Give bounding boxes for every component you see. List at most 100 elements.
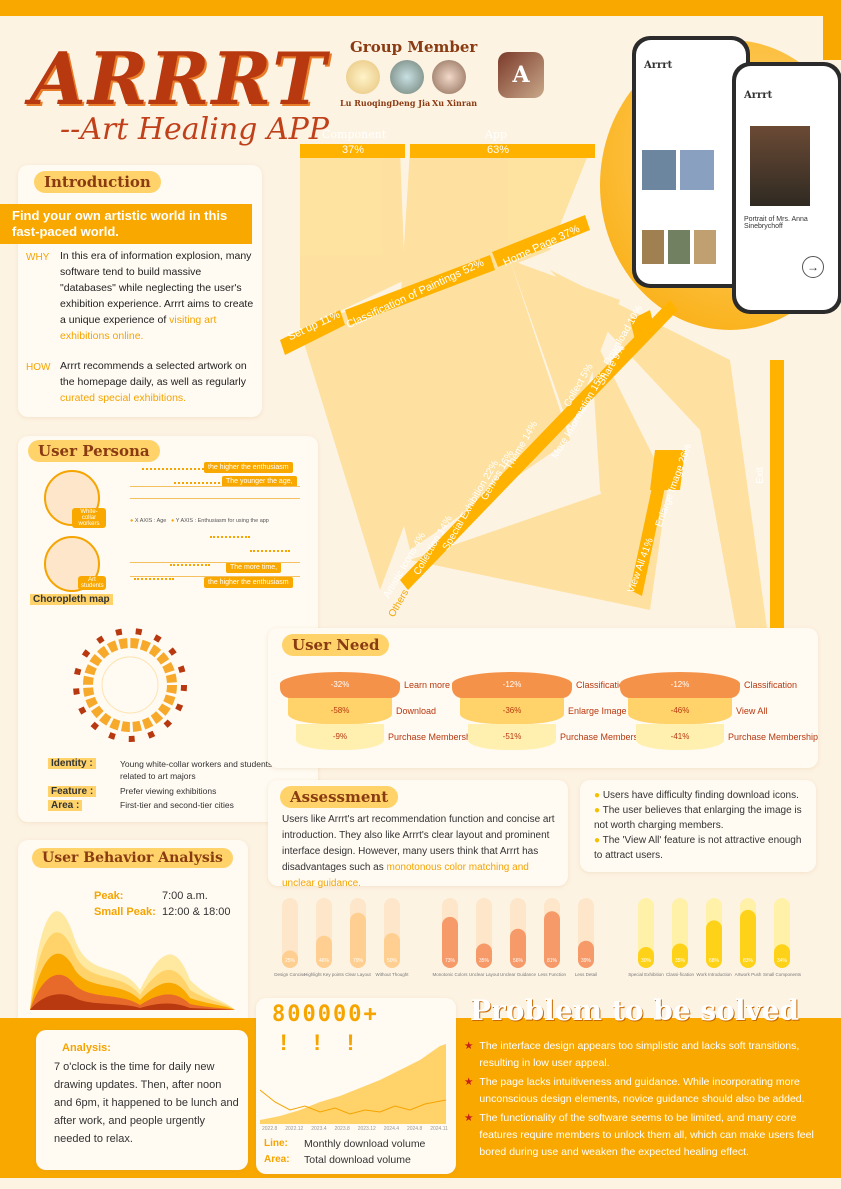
sankey-pct-app: 63%	[487, 144, 510, 156]
bar-value: 35%	[479, 958, 490, 964]
identity-text: Young white-collar workers and students …	[120, 759, 273, 781]
downloads-xticks: 2022.8 2022.12 2023.4 2023.8 2023.12 202…	[262, 1126, 448, 1132]
choropleth-ring	[73, 628, 187, 742]
bar-value: 73%	[445, 958, 456, 964]
area-label: Area :	[48, 800, 83, 811]
funnel-label: Purchase Membership	[728, 732, 819, 742]
bar	[544, 911, 560, 968]
funnel-segment: -12%	[452, 672, 572, 698]
phone-app-name: Arrrt	[644, 60, 673, 71]
bullet-list: ● Users have difficulty finding download…	[594, 788, 812, 863]
line-label: Line:	[264, 1138, 288, 1149]
intro-banner: Find your own artistic world in this fas…	[0, 204, 252, 244]
funnel-segment: -58%	[288, 698, 392, 724]
persona-tag: The more time,	[226, 562, 282, 573]
line-text: Monthly download volume	[304, 1138, 426, 1150]
next-button[interactable]: →	[802, 256, 824, 278]
bar-category: Small Components	[763, 972, 802, 977]
how-text: Arrrt recommends a selected artwork on t…	[60, 360, 247, 404]
tick-label: 2022.12	[285, 1126, 304, 1132]
funnel-segment: -41%	[636, 724, 724, 750]
bar-category: Artwork Push	[735, 972, 762, 977]
funnel-label: View All	[736, 706, 768, 716]
downloads-excl: ! ! !	[280, 1030, 365, 1055]
funnel-segment: -51%	[468, 724, 556, 750]
bar-value: 50%	[387, 958, 398, 964]
funnel: -12% Classification -36% Enlarge Image -51% P…	[452, 672, 650, 762]
funnel-segment: -9%	[296, 724, 384, 750]
funnel: -32% Learn more -58% Download -9% Purchase Me…	[280, 672, 478, 762]
peak-value: 7:00 a.m.	[162, 890, 208, 902]
avatar	[390, 60, 424, 94]
sankey-node-classification	[345, 255, 495, 325]
bar	[384, 933, 400, 968]
bullet-item: ● Users have difficulty finding download…	[594, 790, 799, 801]
bar-value: 56%	[513, 958, 524, 964]
problem-item: ★ The functionality of the software seems…	[464, 1112, 814, 1158]
funnel-label: Classification	[744, 680, 798, 690]
bar	[706, 920, 722, 968]
feature-text: Prefer viewing exhibitions	[120, 786, 217, 796]
tick-label: 2023.8	[334, 1126, 350, 1132]
why-text: In this era of information explosion, ma…	[60, 250, 254, 342]
artwork-title: Portrait of Mrs. Anna Sinebrychoff	[744, 216, 808, 230]
funnel-segment: -46%	[628, 698, 732, 724]
funnel-segment: -32%	[280, 672, 400, 698]
persona-dotlines	[130, 466, 302, 586]
bar-category: Clear Layout	[345, 972, 371, 977]
downloads-chart	[260, 1044, 447, 1124]
bar-value: 30%	[641, 958, 652, 964]
funnel-label: Download	[396, 706, 437, 716]
bar-value: 25%	[285, 958, 296, 964]
funnel-label: Enlarge Image	[568, 706, 627, 716]
avatar-tag: White-collar workers	[72, 508, 106, 528]
how-label: HOW	[26, 362, 51, 373]
bar-category: Design Concise	[274, 972, 306, 977]
problem-item: ★ The page lacks intuitiveness and guidan…	[464, 1076, 805, 1105]
bar-value: 35%	[675, 958, 686, 964]
funnel: -12% Classification -46% View All -41% Purcha…	[620, 672, 818, 762]
persona-heading: User Persona	[28, 440, 160, 462]
assessment-heading: Assessment	[280, 786, 399, 808]
problem-heading: Problem to be solved	[470, 994, 800, 1027]
sankey-label-component: Component	[322, 128, 387, 141]
phone-left: Arrrt	[632, 36, 750, 288]
member-name: Xu Xinran	[432, 98, 478, 108]
funnel-label: Learn more	[404, 680, 451, 690]
analysis-text: 7 o'clock is the time for daily new draw…	[54, 1061, 239, 1145]
identity-label: Identity :	[48, 758, 96, 769]
funnel-label: Classification	[576, 680, 630, 690]
problem-list: ★ The interface design appears too simpli…	[464, 1038, 826, 1161]
sankey-node-exit	[770, 360, 784, 650]
bar-value: 68%	[709, 958, 720, 964]
sankey-diagram	[280, 144, 784, 650]
member-name: Lu Ruoqing	[340, 98, 393, 108]
persona-tag: the higher the enthusiasm	[204, 577, 293, 588]
area-text: First-tier and second-tier cities	[120, 800, 234, 810]
bar-value: 79%	[353, 958, 364, 964]
assessment-text: Users like Arrrt's art recommendation fu…	[282, 814, 555, 889]
phone-app-name: Arrrt	[744, 90, 773, 101]
bar-category: Highlight Key points	[304, 972, 345, 977]
bar	[350, 912, 366, 968]
bar-value: 81%	[547, 958, 558, 964]
funnel-label: Purchase Membership	[388, 732, 479, 742]
bar-category: Work Introduction	[696, 972, 732, 977]
tick-label: 2023.12	[357, 1126, 376, 1132]
assessment-card: Assessment	[268, 780, 568, 886]
artwork-image	[750, 126, 810, 206]
small-peak-label: Small Peak:	[94, 906, 156, 918]
bar	[282, 950, 298, 968]
intro-heading: Introduction	[34, 171, 161, 193]
bar-charts: 25% Design Concise 46% Highlight Key points…	[274, 898, 802, 977]
funnel-segment: -36%	[460, 698, 564, 724]
assessment-bullets	[580, 780, 816, 872]
tick-label: 2023.4	[311, 1126, 327, 1132]
persona-tag: The younger the age,	[222, 476, 297, 487]
peak-label: Peak:	[94, 890, 124, 902]
feature-label: Feature :	[48, 786, 97, 797]
area-text: Total download volume	[304, 1154, 411, 1166]
bar	[774, 944, 790, 968]
bar	[740, 909, 756, 968]
bar-value: 39%	[581, 958, 592, 964]
